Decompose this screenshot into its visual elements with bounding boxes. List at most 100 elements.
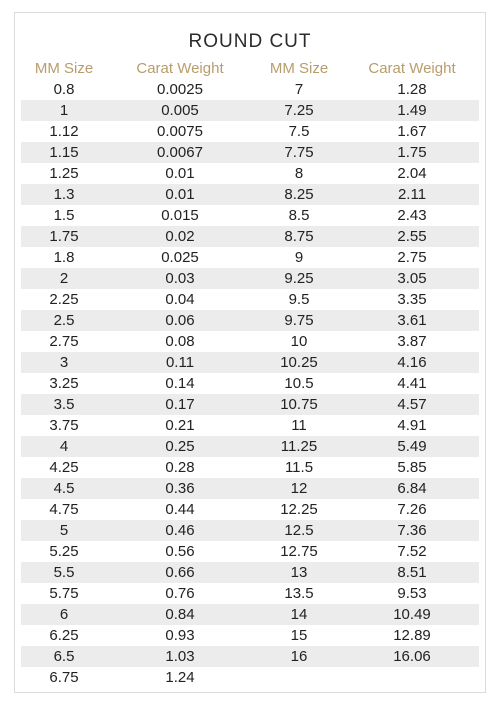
carat-weight-cell: 0.0067 [157,144,203,161]
mm-size-cell: 4 [59,438,69,455]
mm-size-cell: 13 [290,564,308,581]
table-row: 1.75 0.02 8.75 2.55 [21,226,479,247]
mm-size-cell: 4.25 [49,459,79,476]
mm-size-cell: 6.5 [53,648,75,665]
table-row: 5.75 0.76 13.5 9.53 [21,583,479,604]
table-row: 2 0.03 9.25 3.05 [21,268,479,289]
mm-size-cell: 8 [294,165,304,182]
carat-weight-cell: 0.84 [165,606,195,623]
mm-size-cell: 5.5 [53,564,75,581]
table-row: 2.75 0.08 10 3.87 [21,331,479,352]
table-row: 4.75 0.44 12.25 7.26 [21,499,479,520]
carat-weight-cell: 1.49 [397,102,427,119]
mm-size-cell: 1 [59,102,69,119]
carat-weight-cell: 3.87 [397,333,427,350]
carat-weight-cell: 4.16 [397,354,427,371]
table-row: 1.8 0.025 9 2.75 [21,247,479,268]
carat-weight-cell: 0.06 [165,312,195,329]
table-row: 5.25 0.56 12.75 7.52 [21,541,479,562]
carat-weight-cell: 0.03 [165,270,195,287]
carat-weight-cell: 7.52 [397,543,427,560]
table-row: 4 0.25 11.25 5.49 [21,436,479,457]
table-row: 1.5 0.015 8.5 2.43 [21,205,479,226]
header-carat-weight-2: Carat Weight [368,60,456,77]
carat-weight-cell: 6.84 [397,480,427,497]
size-chart-card: ROUND CUT MM Size Carat Weight MM Size C… [14,12,486,693]
carat-weight-cell: 2.43 [397,207,427,224]
mm-size-cell: 15 [290,627,308,644]
carat-weight-cell: 0.66 [165,564,195,581]
mm-size-cell: 6.25 [49,627,79,644]
carat-weight-cell: 16.06 [393,648,431,665]
carat-weight-cell: 1.67 [397,123,427,140]
mm-size-cell: 10.75 [280,396,318,413]
mm-size-cell: 9.75 [284,312,314,329]
carat-weight-cell: 0.44 [165,501,195,518]
carat-weight-cell: 3.35 [397,291,427,308]
carat-weight-cell: 5.49 [397,438,427,455]
mm-size-cell: 5.25 [49,543,79,560]
carat-weight-cell: 0.025 [161,249,199,266]
mm-size-cell: 12.25 [280,501,318,518]
mm-size-cell: 5.75 [49,585,79,602]
mm-size-cell: 10 [290,333,308,350]
mm-size-cell: 3.5 [53,396,75,413]
table-row: 5 0.46 12.5 7.36 [21,520,479,541]
mm-size-cell: 12 [290,480,308,497]
table-row: 2.5 0.06 9.75 3.61 [21,310,479,331]
mm-size-cell: 12.5 [284,522,314,539]
carat-weight-cell: 7.36 [397,522,427,539]
carat-weight-cell: 2.75 [397,249,427,266]
carat-weight-cell: 5.85 [397,459,427,476]
table-row: 6.5 1.03 16 16.06 [21,646,479,667]
table-row: 3 0.11 10.25 4.16 [21,352,479,373]
mm-size-cell: 7.75 [284,144,314,161]
table-row: 1.25 0.01 8 2.04 [21,163,479,184]
mm-size-cell: 2.5 [53,312,75,329]
table-header-row: MM Size Carat Weight MM Size Carat Weigh… [21,58,479,79]
carat-weight-cell: 0.02 [165,228,195,245]
mm-size-cell: 3.25 [49,375,79,392]
mm-size-cell: 11.25 [280,438,318,455]
mm-size-cell: 7.5 [288,123,310,140]
table-row: 1 0.005 7.25 1.49 [21,100,479,121]
mm-size-cell: 14 [290,606,308,623]
table-row: 1.3 0.01 8.25 2.11 [21,184,479,205]
table-row: 2.25 0.04 9.5 3.35 [21,289,479,310]
carat-weight-cell: 0.28 [165,459,195,476]
table-row: 4.25 0.28 11.5 5.85 [21,457,479,478]
table-row: 6.25 0.93 15 12.89 [21,625,479,646]
table-row: 1.12 0.0075 7.5 1.67 [21,121,479,142]
carat-weight-cell: 8.51 [397,564,427,581]
carat-weight-cell: 0.11 [165,354,195,371]
carat-weight-cell: 4.57 [397,396,427,413]
mm-size-cell: 4.75 [49,501,79,518]
carat-weight-cell: 0.25 [165,438,195,455]
carat-weight-cell: 0.01 [165,186,195,203]
table-row: 4.5 0.36 12 6.84 [21,478,479,499]
mm-size-cell: 1.12 [49,123,79,140]
mm-size-cell: 2.25 [49,291,79,308]
mm-size-cell: 8.5 [288,207,310,224]
mm-size-cell: 6 [59,606,69,623]
table-row: 3.5 0.17 10.75 4.57 [21,394,479,415]
carat-weight-cell: 2.55 [397,228,427,245]
carat-weight-cell: 12.89 [393,627,431,644]
mm-size-cell: 10.25 [280,354,318,371]
carat-weight-cell: 3.05 [397,270,427,287]
carat-weight-cell: 1.75 [397,144,427,161]
mm-size-cell: 7 [294,81,304,98]
carat-weight-cell: 1.24 [165,669,195,686]
mm-size-cell: 9.25 [284,270,314,287]
mm-size-cell: 10.5 [284,375,314,392]
carat-weight-cell: 1.28 [397,81,427,98]
mm-size-cell: 16 [290,648,308,665]
carat-weight-cell: 9.53 [397,585,427,602]
table-body: 0.8 0.0025 7 1.28 1 0.005 7.25 1.49 1.12 0.0075 7.… [21,79,479,688]
header-mm-size-2: MM Size [269,60,329,77]
carat-weight-cell: 0.0075 [157,123,203,140]
carat-weight-cell: 7.26 [397,501,427,518]
table-row: 3.75 0.21 11 4.91 [21,415,479,436]
mm-size-cell: 1.5 [53,207,75,224]
table-row: 3.25 0.14 10.5 4.41 [21,373,479,394]
